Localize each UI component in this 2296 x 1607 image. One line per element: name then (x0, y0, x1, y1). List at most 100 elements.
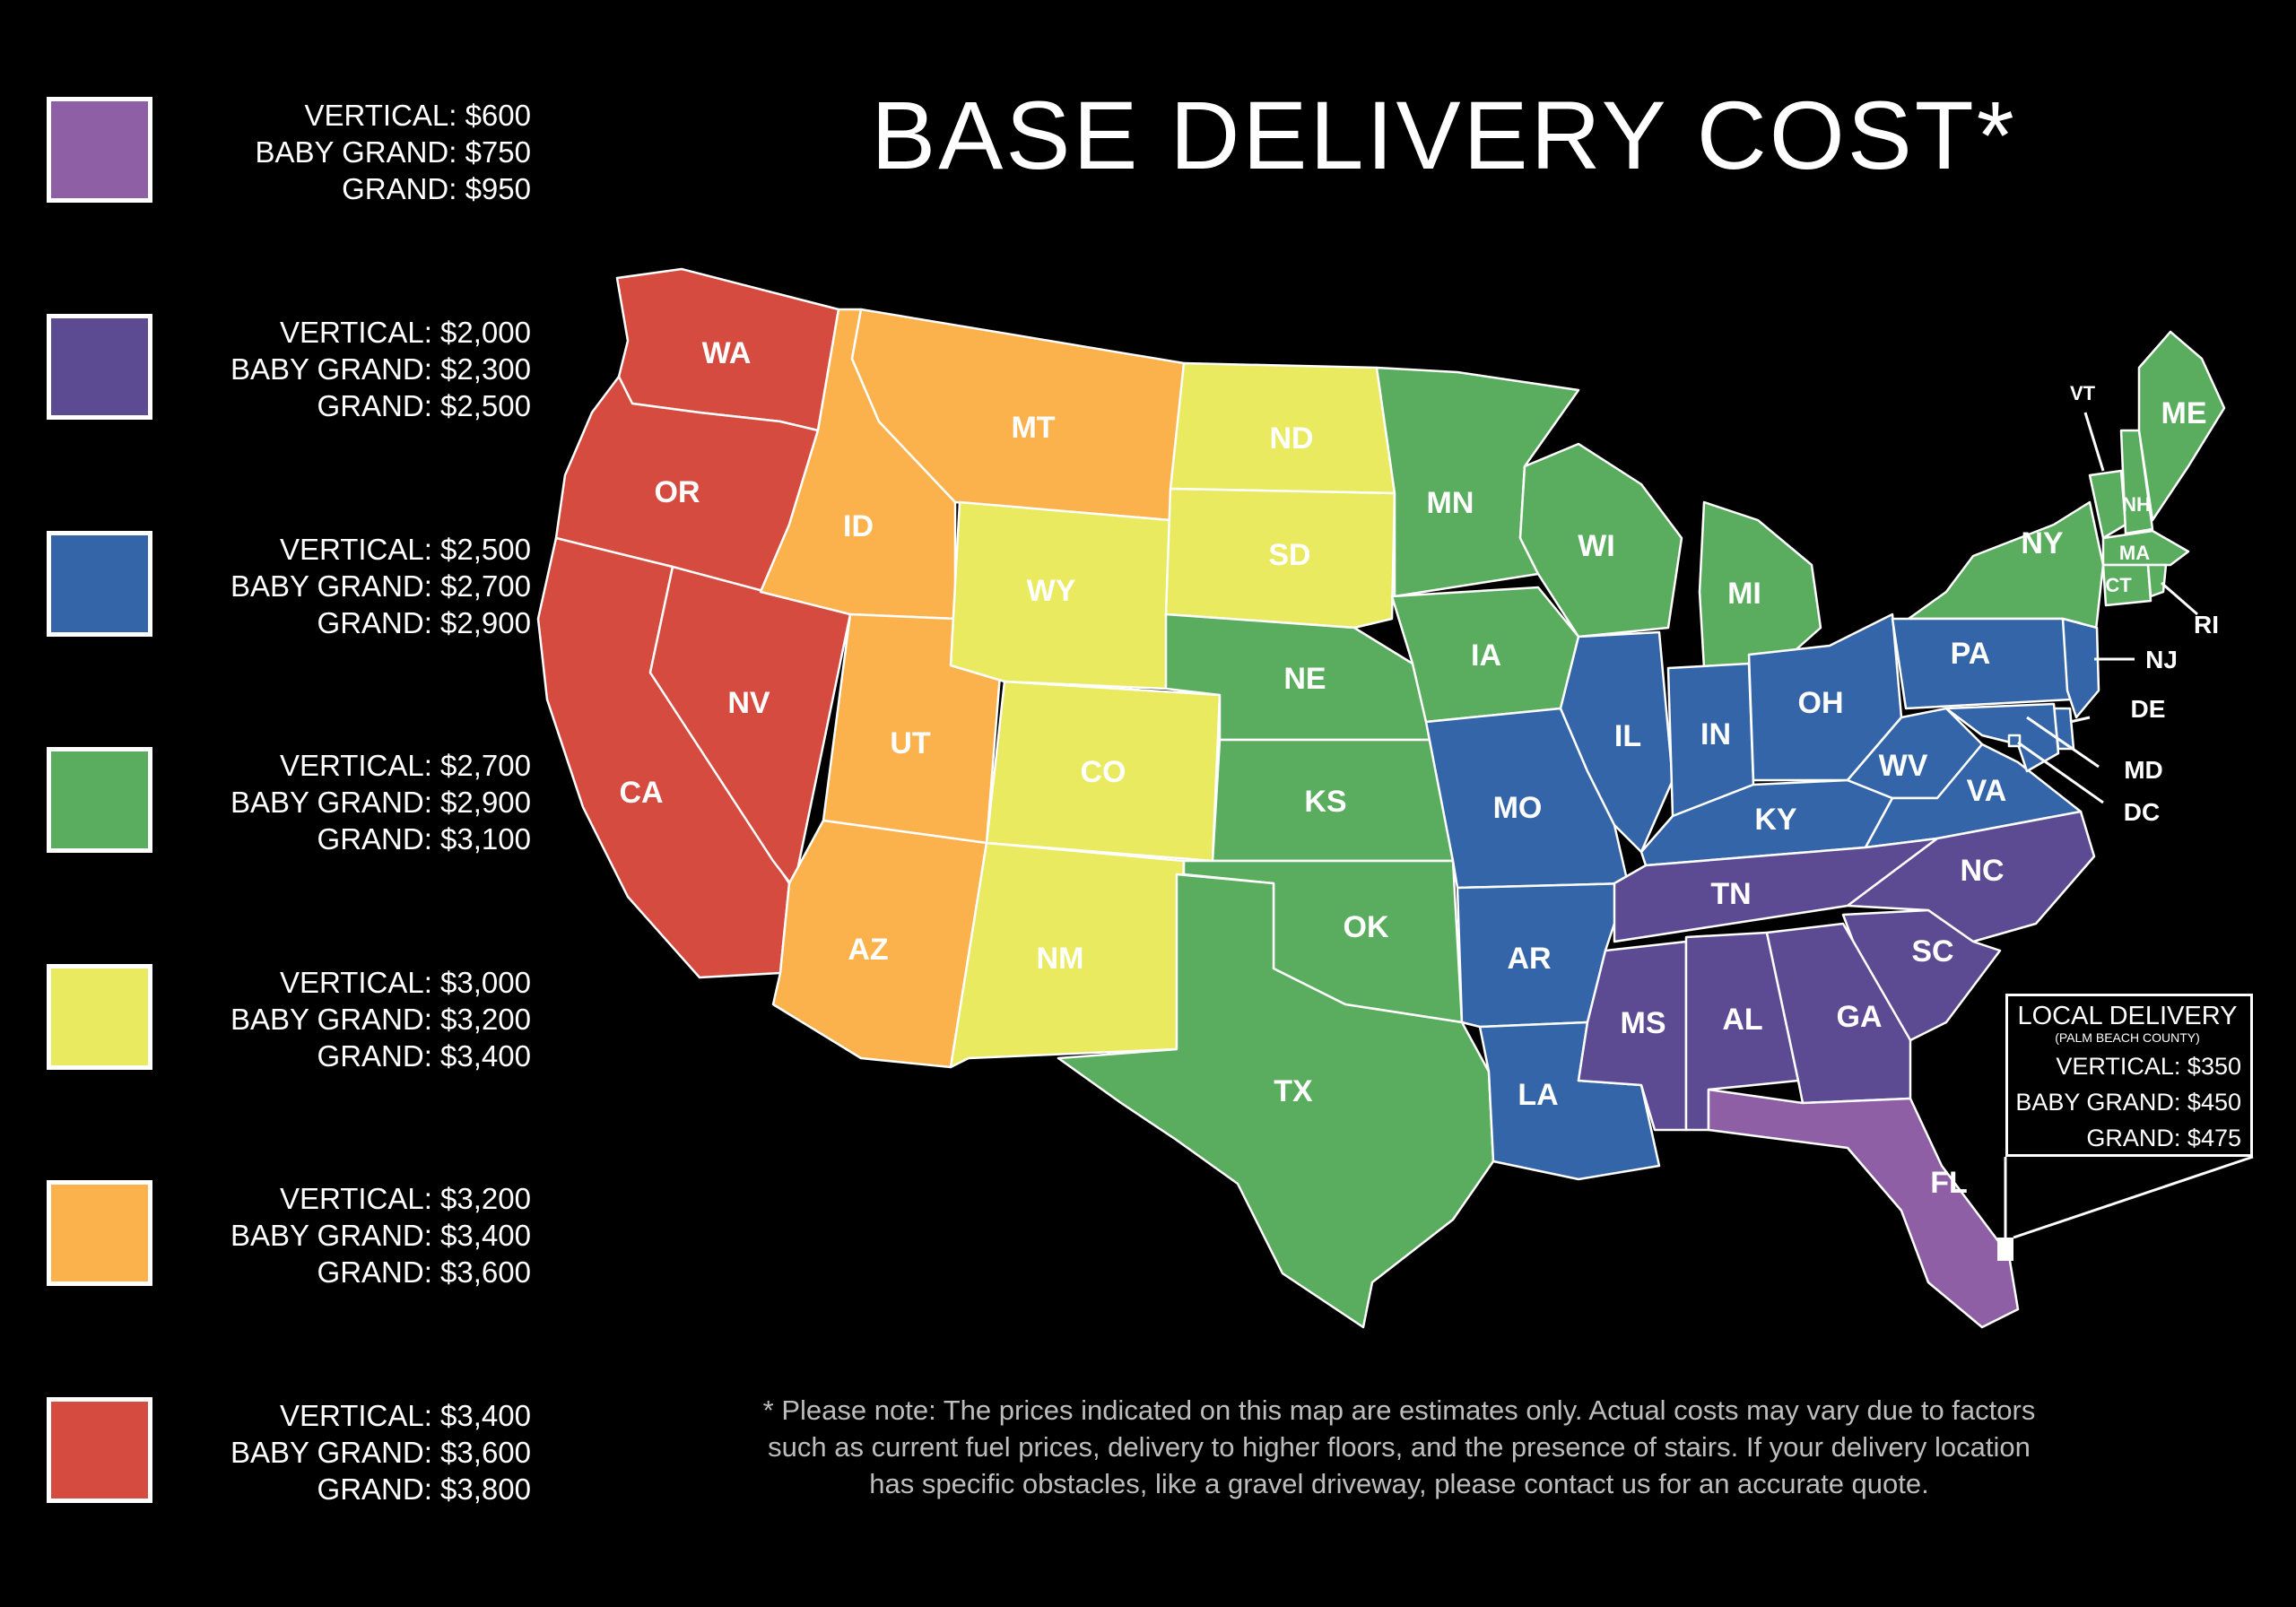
de-callout-line (2069, 716, 2091, 724)
legend-baby-grand: BABY GRAND: $2,300 (230, 352, 531, 386)
state-il (1559, 630, 1674, 854)
legend-item-yellow: VERTICAL: $3,000 BABY GRAND: $3,200 GRAN… (47, 964, 531, 1090)
state-me (2137, 330, 2226, 522)
legend-vertical: VERTICAL: $3,200 (279, 1182, 531, 1215)
legend-vertical: VERTICAL: $2,500 (279, 533, 531, 566)
label-wi: WI (1578, 529, 1615, 563)
label-ms: MS (1621, 1006, 1666, 1040)
state-fl (1707, 1088, 2020, 1329)
legend-grand: GRAND: $3,800 (317, 1472, 531, 1506)
legend-vertical: VERTICAL: $600 (304, 99, 531, 132)
disclaimer-note: * Please note: The prices indicated on t… (592, 1392, 2206, 1502)
label-nv: NV (727, 686, 770, 720)
state-ri (2146, 563, 2168, 598)
local-connector-line (2013, 1155, 2254, 1239)
label-wa: WA (702, 336, 752, 370)
disclaimer-line: such as current fuel prices, delivery to… (768, 1431, 2031, 1463)
label-sd: SD (1268, 538, 1310, 572)
legend-vertical: VERTICAL: $3,400 (279, 1399, 531, 1432)
label-il: IL (1614, 719, 1641, 753)
label-ut: UT (890, 726, 931, 760)
label-la: LA (1518, 1078, 1558, 1112)
label-ne: NE (1283, 662, 1326, 696)
legend-prices: VERTICAL: $3,400 BABY GRAND: $3,600 GRAN… (230, 1397, 531, 1507)
label-ma: MA (2119, 542, 2150, 564)
label-ia: IA (1471, 638, 1501, 673)
disclaimer-line: has specific obstacles, like a gravel dr… (869, 1468, 1929, 1499)
legend-vertical: VERTICAL: $2,000 (279, 316, 531, 349)
state-ma (2101, 529, 2190, 567)
legend-prices: VERTICAL: $3,200 BABY GRAND: $3,400 GRAN… (230, 1180, 531, 1290)
label-vt: VT (2070, 382, 2096, 404)
legend-prices: VERTICAL: $2,000 BABY GRAND: $2,300 GRAN… (230, 314, 531, 424)
md-callout-line (2026, 716, 2100, 769)
legend-grand: GRAND: $2,900 (317, 606, 531, 639)
label-in: IN (1700, 717, 1731, 751)
state-ut (822, 612, 1006, 845)
state-sd (1164, 487, 1396, 630)
legend-grand: GRAND: $2,500 (317, 389, 531, 422)
label-mi: MI (1727, 577, 1761, 611)
label-nd: ND (1269, 421, 1313, 456)
legend-item-blue: VERTICAL: $2,500 BABY GRAND: $2,700 GRAN… (47, 531, 531, 656)
label-pa: PA (1951, 637, 1991, 671)
label-al: AL (1722, 1003, 1762, 1037)
state-nj (2061, 617, 2100, 719)
legend-prices: VERTICAL: $3,000 BABY GRAND: $3,200 GRAN… (230, 964, 531, 1074)
local-vertical: VERTICAL: $350 (2056, 1053, 2241, 1080)
local-grand: GRAND: $475 (2086, 1125, 2241, 1151)
state-tx (1057, 873, 1495, 1329)
label-wv: WV (1879, 749, 1928, 783)
label-nh: NH (2122, 493, 2151, 516)
legend-baby-grand: BABY GRAND: $3,400 (230, 1219, 531, 1252)
label-ct: CT (2105, 574, 2132, 596)
legend-baby-grand: BABY GRAND: $3,600 (230, 1436, 531, 1469)
label-nm: NM (1037, 942, 1084, 976)
legend-prices: VERTICAL: $2,500 BABY GRAND: $2,700 GRAN… (230, 531, 531, 641)
label-ok: OK (1344, 910, 1389, 944)
legend-grand: GRAND: $3,100 (317, 822, 531, 856)
disclaimer-line: * Please note: The prices indicated on t… (762, 1394, 2036, 1426)
label-va: VA (1967, 774, 2007, 808)
label-mt: MT (1011, 411, 1055, 445)
state-wy (949, 500, 1172, 691)
local-delivery-subtitle: (PALM BEACH COUNTY) (2055, 1030, 2200, 1045)
label-ny: NY (2021, 526, 2064, 560)
legend-item-dark-purple: VERTICAL: $2,000 BABY GRAND: $2,300 GRAN… (47, 314, 531, 439)
ri-callout-line (2161, 581, 2198, 616)
label-me: ME (2161, 396, 2207, 430)
legend-vertical: VERTICAL: $3,000 (279, 966, 531, 999)
label-dc: DC (2124, 798, 2160, 826)
label-id: ID (843, 509, 874, 543)
state-mi (1698, 500, 1822, 670)
legend-baby-grand: BABY GRAND: $3,200 (230, 1003, 531, 1036)
local-delivery-box: LOCAL DELIVERY (PALM BEACH COUNTY) VERTI… (2005, 994, 2253, 1157)
legend-swatch (47, 1397, 152, 1503)
map-title: BASE DELIVERY COST* (871, 81, 2017, 189)
label-mo: MO (1493, 791, 1543, 825)
label-ga: GA (1837, 1000, 1883, 1034)
state-wi (1518, 442, 1683, 638)
state-ct (2101, 563, 2152, 607)
legend-item-light-purple: VERTICAL: $600 BABY GRAND: $750 GRAND: $… (47, 97, 531, 222)
legend-baby-grand: BABY GRAND: $750 (255, 135, 531, 169)
label-ca: CA (619, 776, 663, 810)
label-tn: TN (1710, 877, 1751, 911)
legend-swatch (47, 1180, 152, 1286)
legend-item-green: VERTICAL: $2,700 BABY GRAND: $2,900 GRAN… (47, 747, 531, 873)
label-nj: NJ (2145, 646, 2178, 673)
dc-callout-line (2017, 741, 2104, 804)
state-nm (949, 841, 1186, 1069)
label-wy: WY (1027, 574, 1076, 608)
legend-grand: GRAND: $3,400 (317, 1039, 531, 1073)
legend-grand: GRAND: $3,600 (317, 1255, 531, 1289)
legend-swatch (47, 314, 152, 420)
local-baby-grand: BABY GRAND: $450 (2015, 1089, 2241, 1116)
legend-prices: VERTICAL: $2,700 BABY GRAND: $2,900 GRAN… (230, 747, 531, 857)
legend-item-orange: VERTICAL: $3,200 BABY GRAND: $3,400 GRAN… (47, 1180, 531, 1306)
state-nh (2119, 429, 2154, 535)
label-or: OR (655, 475, 700, 509)
legend-swatch (47, 964, 152, 1070)
label-nc: NC (1960, 854, 2004, 888)
